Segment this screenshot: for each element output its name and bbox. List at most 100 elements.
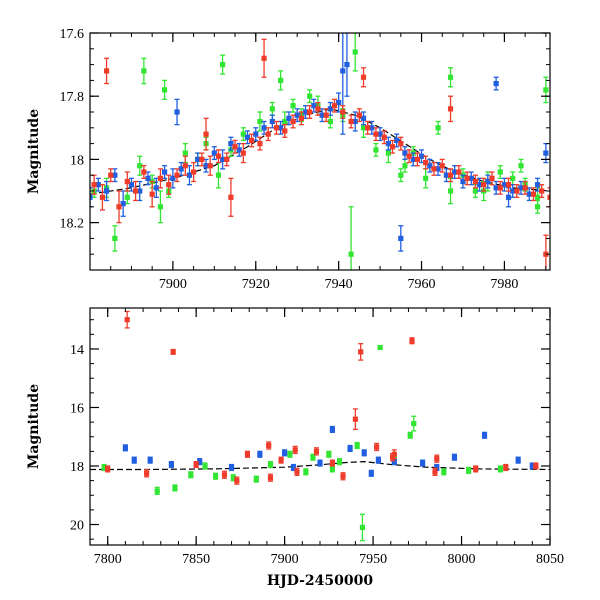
top-point-blue (278, 125, 284, 131)
top-plot-area (90, 33, 550, 270)
top-x-tick-label: 7980 (490, 277, 518, 292)
top-point-red (290, 118, 296, 125)
top-point-green (327, 118, 333, 125)
top-point-blue (112, 172, 118, 178)
bottom-point-blue (368, 470, 374, 476)
top-point-red (398, 141, 404, 147)
top-point-blue (385, 141, 391, 147)
top-point-blue (236, 147, 242, 153)
top-point-red (447, 106, 454, 112)
top-point-red (464, 175, 470, 181)
top-point-red (224, 156, 230, 162)
top-point-red (228, 194, 234, 200)
top-point-blue (327, 106, 333, 112)
bottom-point-red (105, 466, 111, 472)
top-point-blue (435, 166, 441, 172)
top-point-red (472, 178, 479, 185)
top-point-red (124, 178, 130, 185)
top-series-green (91, 33, 549, 270)
top-y-axis-title: Magnitude (26, 109, 42, 194)
top-point-blue (526, 191, 532, 197)
top-point-green (282, 118, 288, 125)
top-point-blue (174, 109, 180, 115)
top-point-blue (510, 188, 516, 194)
bottom-point-red (374, 444, 380, 450)
bottom-point-red (278, 457, 284, 463)
top-point-blue (452, 169, 458, 175)
bottom-point-green (336, 459, 343, 465)
bottom-point-green (359, 524, 366, 531)
bottom-point-blue (361, 450, 367, 456)
top-point-blue (418, 153, 425, 159)
top-point-blue (427, 163, 433, 169)
top-point-green (402, 163, 408, 169)
bottom-point-blue (147, 457, 153, 463)
top-point-blue (352, 118, 358, 125)
top-point-blue (360, 115, 367, 121)
top-point-green (352, 49, 358, 55)
top-point-red (141, 169, 147, 175)
top-point-red (99, 194, 106, 200)
bottom-panel-full: 7800 7850 7900 7950 8000 8050 14 16 18 20 Magnitud… (26, 307, 564, 589)
top-point-green (423, 175, 429, 181)
bottom-point-green (230, 475, 236, 481)
bottom-series-green (101, 344, 504, 542)
bottom-series-blue (122, 425, 535, 477)
bottom-point-blue (168, 461, 174, 468)
top-point-green (398, 172, 404, 178)
top-point-green (510, 175, 516, 181)
top-y-tick-label: 17.6 (60, 27, 85, 42)
top-point-blue (253, 131, 259, 137)
top-x-tick-label: 7960 (408, 277, 436, 292)
top-point-red (373, 131, 379, 137)
top-point-green (278, 77, 284, 83)
top-point-green (290, 103, 296, 109)
top-point-green (112, 235, 118, 241)
bottom-y-tick-label: 20 (70, 519, 84, 534)
top-point-red (273, 125, 280, 131)
bottom-point-blue (391, 459, 397, 465)
top-point-red (423, 159, 429, 166)
top-x-tick-label: 7940 (325, 277, 353, 292)
bottom-point-red (170, 349, 176, 355)
top-point-red (265, 131, 271, 137)
bottom-point-green (326, 451, 332, 457)
top-point-blue (178, 166, 184, 172)
bottom-point-red (244, 451, 251, 457)
top-point-red (232, 144, 238, 150)
bottom-point-green (202, 463, 208, 469)
top-point-red (431, 166, 437, 172)
top-point-blue (468, 175, 474, 181)
bottom-point-green (101, 464, 107, 471)
top-point-green (269, 106, 275, 112)
top-point-blue (543, 150, 549, 156)
bottom-point-green (303, 469, 309, 475)
bottom-point-blue (228, 464, 235, 471)
top-point-green (385, 150, 391, 156)
top-point-blue (377, 131, 383, 137)
top-point-blue (120, 201, 126, 207)
bottom-point-green (267, 461, 274, 468)
top-point-red (166, 182, 172, 188)
bottom-point-blue (451, 454, 458, 460)
top-series-red (91, 38, 550, 270)
top-point-green (257, 118, 263, 125)
bottom-point-blue (529, 463, 535, 469)
top-point-blue (410, 156, 416, 162)
bottom-point-blue (420, 460, 426, 466)
top-point-red (191, 169, 197, 175)
top-point-blue (203, 163, 209, 169)
top-panel-zoom: 7900 7920 7940 7960 7980 17.6 17.8 18 18.2 Magnit… (26, 27, 551, 292)
top-point-blue (186, 172, 193, 178)
top-point-red (356, 112, 362, 118)
bottom-point-red (294, 469, 300, 475)
top-point-blue (195, 156, 201, 162)
bottom-point-red (221, 472, 228, 478)
top-point-blue (211, 150, 217, 156)
bottom-x-tick-label: 7950 (359, 552, 387, 567)
top-point-green (240, 131, 246, 137)
top-point-red (174, 172, 180, 178)
bottom-point-green (253, 476, 259, 482)
bottom-y-axis-title: Magnitude (26, 384, 42, 469)
top-point-red (207, 163, 213, 169)
